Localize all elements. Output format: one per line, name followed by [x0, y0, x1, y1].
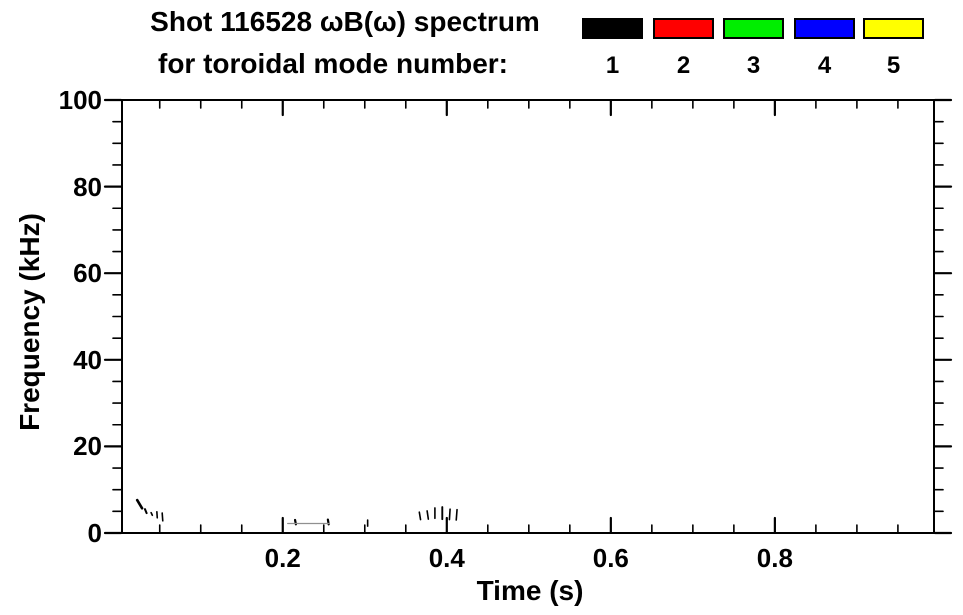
data-mark: [135, 498, 144, 510]
data-mark: [455, 508, 458, 521]
y-tick-label: 100: [58, 85, 102, 115]
legend-swatch-mode-5: [863, 18, 924, 39]
x-tick-label: 0.2: [264, 543, 301, 573]
legend-swatch-mode-3: [723, 18, 784, 39]
data-mark: [448, 508, 451, 521]
y-tick-label: 40: [73, 344, 102, 375]
legend-label-mode-4: 4: [817, 52, 832, 79]
axes-frame: [121, 99, 935, 534]
y-axis-title: Frequency (kHz): [14, 213, 45, 431]
x-tick-label: 0.6: [592, 543, 629, 573]
x-tick-label: 0.8: [756, 543, 793, 573]
data-mark: [161, 512, 164, 522]
legend-swatch-mode-1: [582, 18, 643, 39]
y-tick-label: 80: [73, 171, 102, 202]
data-mark: [150, 511, 154, 517]
legend-label-mode-2: 2: [676, 52, 691, 79]
legend-label-mode-5: 5: [886, 52, 901, 79]
y-tick-label: 20: [73, 431, 102, 462]
y-tick-label: 0: [87, 518, 102, 548]
x-axis-title: Time (s): [476, 575, 584, 606]
data-mark: [143, 508, 148, 515]
data-mark: [418, 511, 422, 521]
y-tick-label: 60: [73, 258, 102, 289]
x-tick-label: 0.4: [428, 543, 465, 573]
chart-title-line2: for toroidal mode number:: [158, 48, 508, 79]
legend-swatch-mode-4: [794, 18, 855, 39]
legend-label-mode-3: 3: [746, 52, 761, 79]
legend-label-mode-1: 1: [605, 52, 620, 79]
data-mark: [426, 510, 430, 520]
legend-swatch-mode-2: [653, 18, 714, 39]
chart-title-line1: Shot 116528 ωB(ω) spectrum: [150, 6, 540, 37]
